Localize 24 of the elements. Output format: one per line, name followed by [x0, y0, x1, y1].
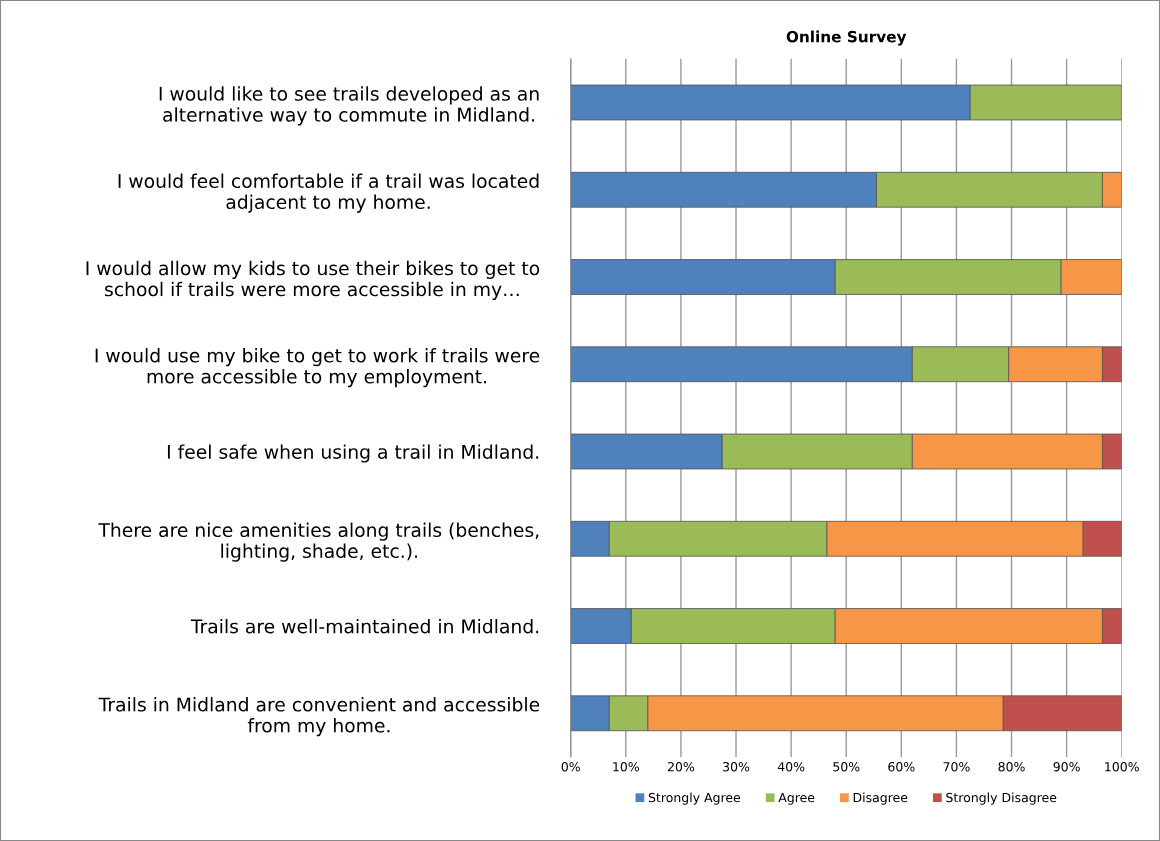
x-tick-label: 100%: [1105, 761, 1139, 772]
y-tick-label: I would use my bike to get to work if trails were more accessible to my employment.: [95, 348, 540, 388]
x-tick-label: 40%: [777, 761, 805, 772]
chart-title: Online Survey: [786, 30, 907, 46]
x-tick-label: 90%: [1053, 761, 1080, 772]
legend-label: Agree: [778, 792, 815, 805]
y-tick-label: I would like to see trails developed as an alternative way to commute in Midland.: [159, 86, 539, 126]
legend-label: Strongly Agree: [648, 792, 741, 805]
x-tick-label: 80%: [998, 761, 1025, 772]
y-tick-label: I feel safe when using a trail in Midland.: [167, 444, 539, 463]
x-tick-label: 70%: [943, 761, 970, 772]
y-tick-label: Trails in Midland are convenient and accessible from my home.: [98, 697, 540, 737]
x-tick-label: 10%: [613, 761, 640, 772]
x-tick-label: 0%: [561, 761, 580, 772]
legend-label: Strongly Disagree: [946, 792, 1057, 805]
x-tick-label: 50%: [833, 761, 860, 772]
y-tick-label: Trails are well-maintained in Midland.: [190, 618, 539, 634]
x-tick-label: 20%: [667, 761, 695, 772]
y-tick-label: I would feel comfortable if a trail was located adjacent to my home.: [118, 173, 539, 213]
x-tick-label: 60%: [888, 761, 915, 772]
legend-label: Disagree: [853, 792, 908, 805]
y-tick-label: I would allow my kids to use their bikes to get to school if trails were more accessible in my…: [86, 260, 540, 300]
y-tick-label: There are nice amenities along trails (benches, lighting, shade, etc.).: [98, 522, 539, 562]
x-tick-label: 30%: [723, 761, 750, 772]
